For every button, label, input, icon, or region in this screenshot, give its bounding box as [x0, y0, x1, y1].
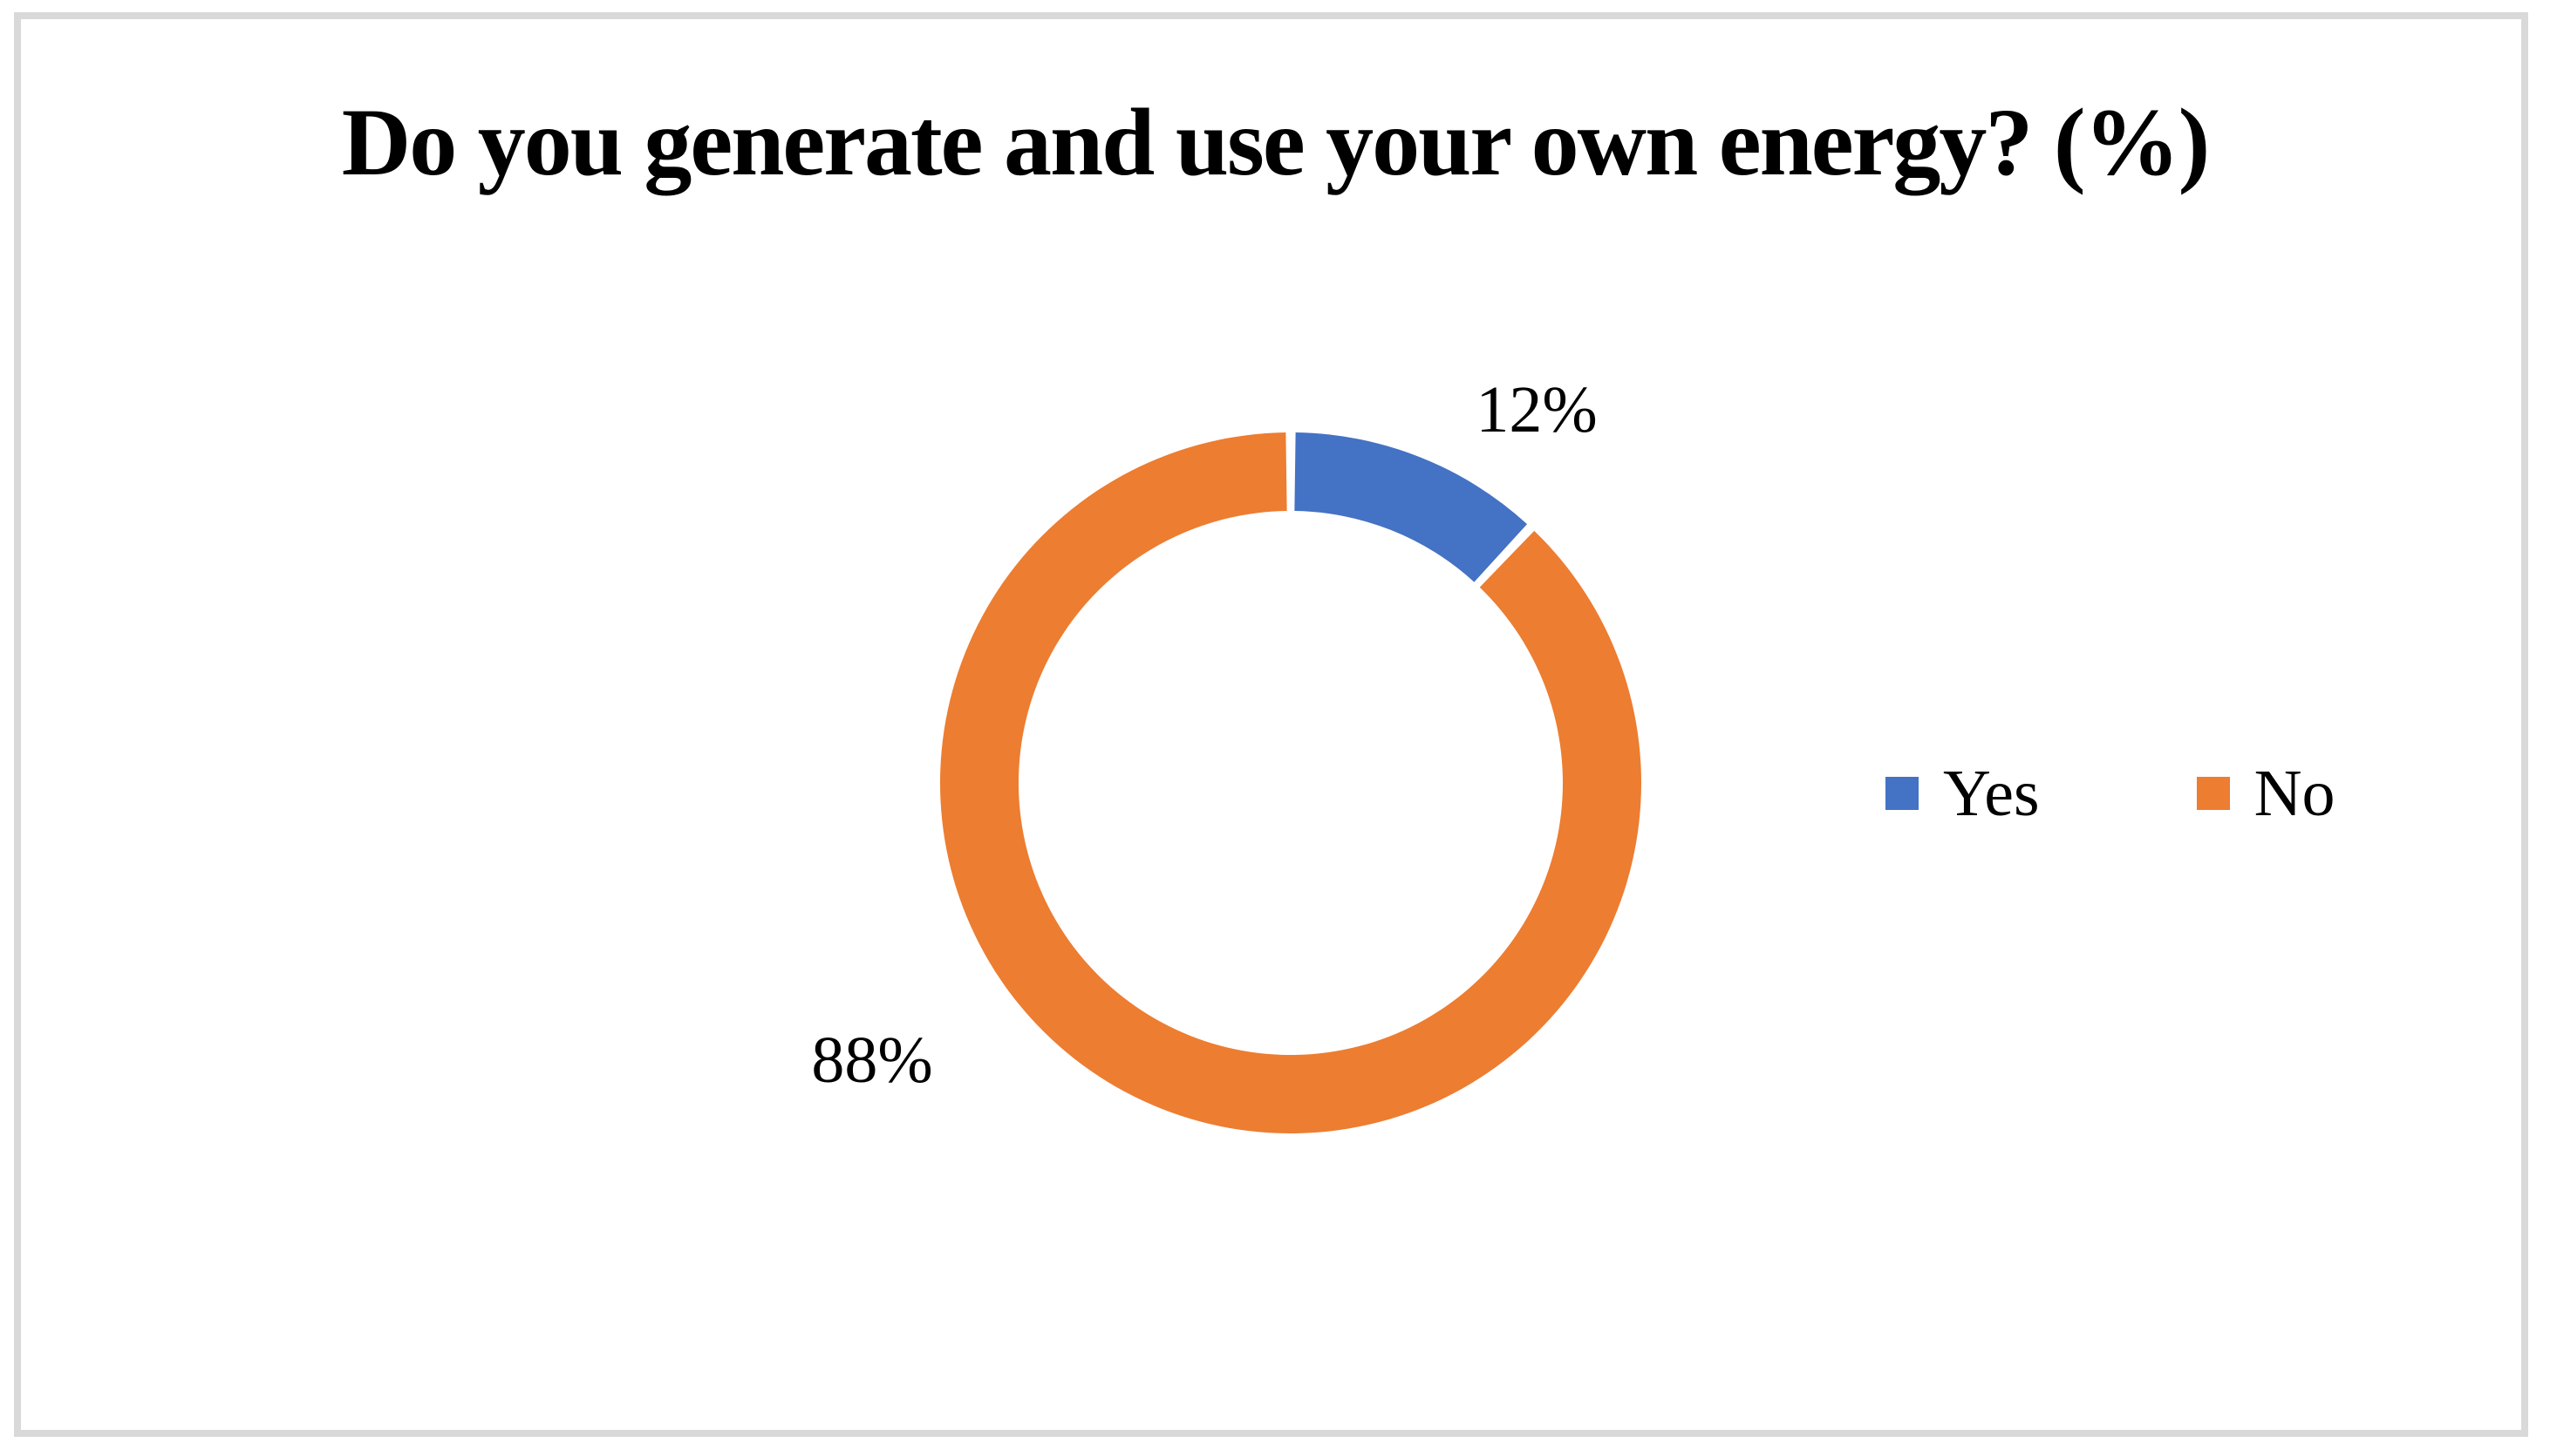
legend-swatch-no — [2196, 777, 2230, 810]
legend: Yes No — [1885, 760, 2335, 827]
legend-item-no: No — [2196, 757, 2335, 830]
legend-label-no: No — [2253, 757, 2335, 830]
legend-label-yes: Yes — [1943, 757, 2040, 830]
data-label-yes: 12% — [1476, 373, 1598, 446]
data-label-no: 88% — [811, 1024, 933, 1097]
legend-swatch-yes — [1885, 777, 1919, 810]
pie-slice-yes — [1294, 432, 1528, 582]
pie-slice-no — [939, 432, 1641, 1134]
donut-chart — [939, 432, 1641, 1134]
chart-title: Do you generate and use your own energy?… — [341, 89, 2210, 195]
legend-item-yes: Yes — [1885, 760, 2040, 827]
